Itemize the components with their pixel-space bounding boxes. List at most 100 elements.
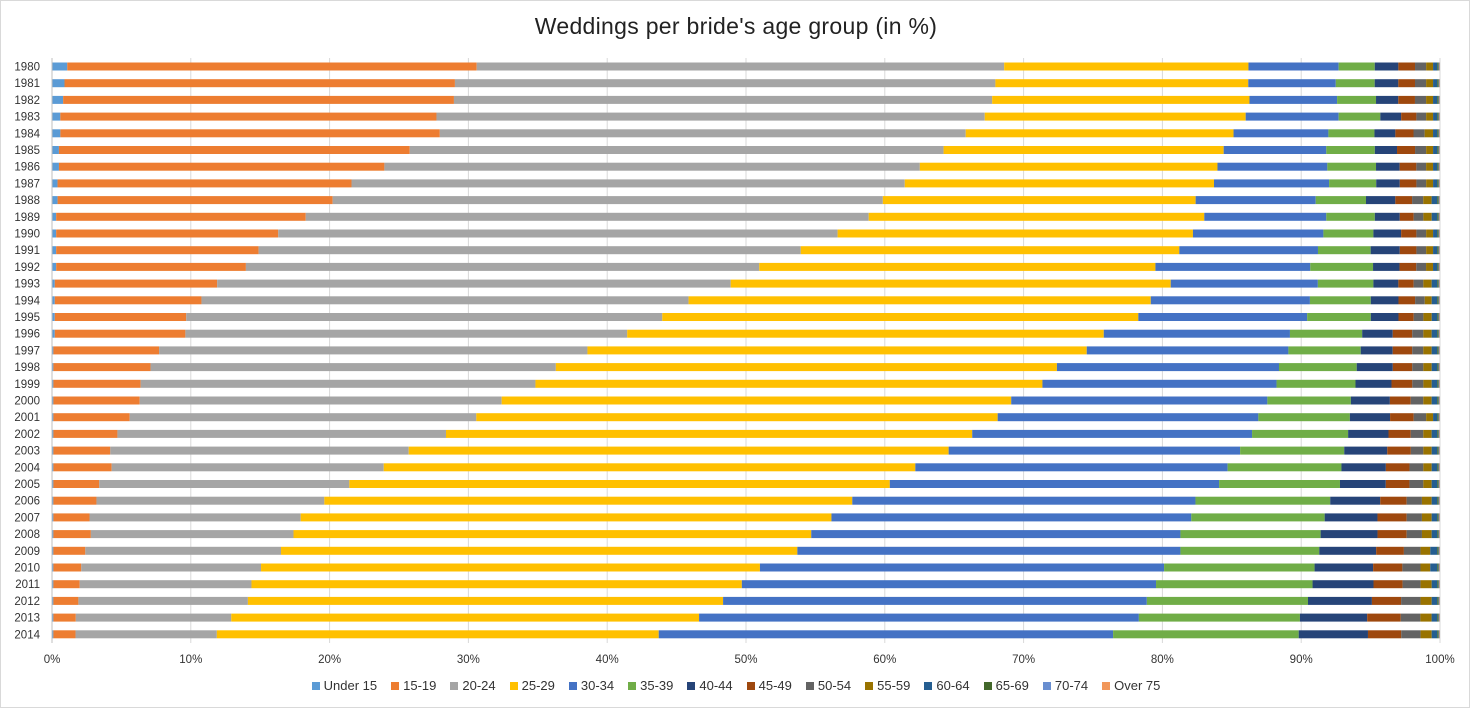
bar-segment bbox=[1338, 112, 1381, 121]
bar-segment bbox=[383, 463, 916, 472]
bar-segment bbox=[52, 279, 55, 288]
bar-segment bbox=[1437, 79, 1439, 88]
bar-segment bbox=[1437, 596, 1439, 605]
bar-segment bbox=[1249, 95, 1338, 104]
bar-segment bbox=[1373, 229, 1402, 238]
bar-segment bbox=[64, 79, 455, 88]
bar-segment bbox=[1423, 279, 1432, 288]
bar-segment bbox=[52, 580, 54, 589]
bar-segment bbox=[52, 630, 54, 639]
bar-segment bbox=[1389, 396, 1411, 405]
legend-swatch bbox=[983, 681, 992, 690]
bar-segment bbox=[1423, 196, 1432, 205]
y-tick-label: 2009 bbox=[14, 546, 40, 558]
bar-segment bbox=[1424, 296, 1432, 305]
bar-segment bbox=[1433, 146, 1438, 154]
bar-segment bbox=[992, 95, 1250, 104]
bar-segment bbox=[1439, 246, 1440, 255]
bar-segment bbox=[1403, 546, 1421, 555]
bar-segment bbox=[53, 530, 91, 539]
bar-segment bbox=[1349, 413, 1391, 422]
bar-segment bbox=[1439, 146, 1440, 154]
y-tick-label: 1989 bbox=[14, 212, 40, 224]
bar-segment bbox=[1438, 346, 1440, 355]
bar-segment bbox=[1431, 496, 1438, 505]
bar-segment bbox=[1438, 296, 1440, 305]
bar-segment bbox=[52, 296, 55, 305]
bar-segment bbox=[1437, 630, 1439, 639]
bar-segment bbox=[278, 229, 838, 238]
bar-segment bbox=[52, 212, 57, 221]
bar-segment bbox=[52, 196, 58, 205]
bar-segment bbox=[1317, 246, 1371, 255]
bar-segment bbox=[587, 346, 1087, 355]
bar-segment bbox=[1406, 496, 1422, 505]
bar-segment bbox=[1398, 279, 1414, 288]
bar-segment bbox=[52, 413, 54, 422]
bar-segment bbox=[1420, 580, 1432, 589]
legend-label: 15-19 bbox=[403, 678, 437, 693]
bar-segment bbox=[1374, 146, 1398, 154]
x-tick-label: 60% bbox=[873, 654, 896, 666]
bar-segment bbox=[1437, 162, 1439, 171]
bar-segment bbox=[436, 112, 985, 121]
bar-segment bbox=[1431, 480, 1438, 488]
bar-segment bbox=[1437, 62, 1439, 71]
bar-segment bbox=[1278, 363, 1357, 372]
bar-segment bbox=[1329, 179, 1377, 188]
bar-segment bbox=[201, 296, 689, 305]
bar-segment bbox=[247, 596, 724, 605]
bar-segment bbox=[1195, 196, 1316, 205]
bar-segment bbox=[797, 546, 1181, 555]
legend-item: 30-34 bbox=[568, 678, 614, 693]
bar-segment bbox=[1420, 563, 1431, 572]
bar-segment bbox=[1437, 112, 1439, 121]
bar-segment bbox=[1380, 112, 1402, 121]
legend-swatch bbox=[865, 681, 874, 690]
bar-segment bbox=[1437, 262, 1439, 271]
bar-segment bbox=[1431, 346, 1438, 355]
legend-label: 40-44 bbox=[699, 678, 733, 693]
legend-item: 55-59 bbox=[865, 678, 910, 693]
bar-segment bbox=[53, 363, 151, 372]
bar-segment bbox=[476, 413, 998, 422]
bar-segment bbox=[627, 329, 1104, 338]
bar-segment bbox=[1433, 262, 1438, 271]
bar-segment bbox=[1258, 413, 1350, 422]
bar-segment bbox=[111, 463, 384, 472]
bar-segment bbox=[965, 129, 1234, 138]
bar-segment bbox=[1438, 179, 1440, 188]
y-tick-label: 2006 bbox=[14, 496, 40, 508]
bar-segment bbox=[1431, 379, 1438, 388]
bar-segment bbox=[1431, 446, 1438, 455]
bar-segment bbox=[1319, 546, 1377, 555]
y-tick-label: 2008 bbox=[14, 529, 40, 541]
bar-segment bbox=[1439, 379, 1440, 388]
bar-segment bbox=[1433, 129, 1438, 138]
bar-segment bbox=[1437, 363, 1439, 372]
bar-segment bbox=[231, 613, 700, 622]
bar-segment bbox=[1113, 630, 1299, 639]
bar-segment bbox=[60, 129, 440, 138]
bar-segment bbox=[1056, 363, 1279, 372]
bar-segment bbox=[1398, 313, 1414, 321]
bar-segment bbox=[1438, 379, 1440, 388]
bar-segment bbox=[868, 212, 1205, 221]
bar-segment bbox=[1217, 162, 1328, 171]
bar-segment bbox=[1431, 613, 1438, 622]
bar-segment bbox=[1438, 429, 1440, 438]
bar-segment bbox=[1426, 246, 1434, 255]
bar-segment bbox=[1438, 563, 1440, 572]
bar-segment bbox=[1409, 480, 1424, 488]
bar-segment bbox=[1437, 196, 1439, 205]
legend-swatch bbox=[628, 681, 637, 690]
bar-segment bbox=[904, 179, 1214, 188]
bar-segment bbox=[1415, 62, 1427, 71]
bar-segment bbox=[1438, 413, 1440, 422]
bar-segment bbox=[75, 630, 217, 639]
bar-segment bbox=[1326, 146, 1375, 154]
bar-segment bbox=[1398, 79, 1415, 88]
legend-item: 35-39 bbox=[628, 678, 673, 693]
bar-segment bbox=[1438, 446, 1440, 455]
